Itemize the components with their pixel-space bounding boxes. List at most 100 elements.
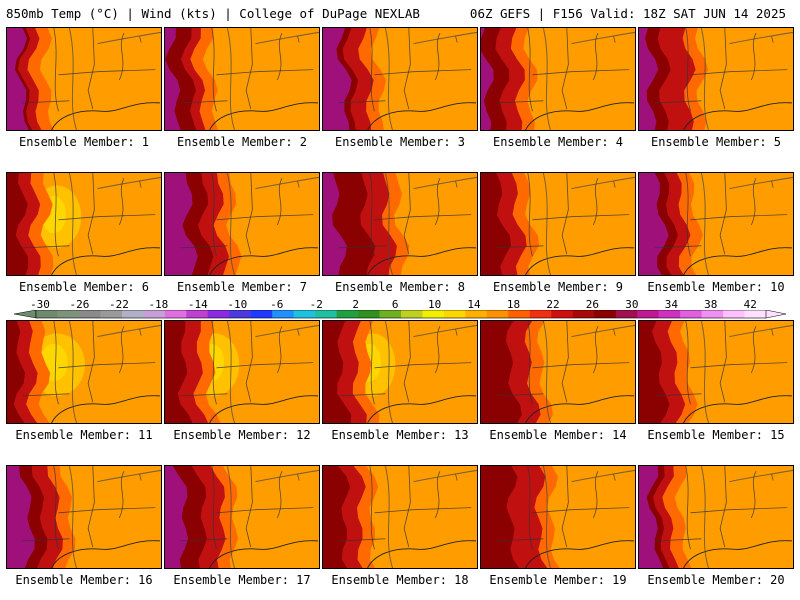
- ensemble-member-panel: Ensemble Member: 4: [480, 27, 636, 149]
- colorbar-swatch: [36, 310, 58, 318]
- colorbar-swatch: [486, 310, 509, 318]
- colorbar-tick-label: -2: [309, 298, 323, 311]
- colorbar-left-arrow: [13, 310, 37, 319]
- model-run-info: 06Z GEFS | F156 Valid: 18Z SAT JUN 14 20…: [469, 6, 786, 21]
- colorbar-tick-label: 22: [546, 298, 560, 311]
- colorbar-tick-label: 14: [467, 298, 481, 311]
- ensemble-member-panel: Ensemble Member: 18: [322, 465, 478, 587]
- ensemble-member-label: Ensemble Member: 3: [334, 135, 466, 149]
- colorbar-tick-label: -18: [148, 298, 169, 311]
- ensemble-member-label: Ensemble Member: 20: [647, 573, 785, 587]
- ensemble-member-panel: Ensemble Member: 20: [638, 465, 794, 587]
- ensemble-member-panel: Ensemble Member: 6: [6, 172, 162, 294]
- ensemble-member-panel: Ensemble Member: 8: [322, 172, 478, 294]
- temperature-map: [480, 320, 636, 424]
- temperature-map: [480, 27, 636, 131]
- ensemble-member-label: Ensemble Member: 9: [492, 280, 624, 294]
- colorbar-tick-label: -22: [108, 298, 129, 311]
- colorbar-swatch: [658, 310, 681, 318]
- colorbar-tick-label: 18: [506, 298, 521, 311]
- ensemble-member-panel: Ensemble Member: 1: [6, 27, 162, 149]
- temperature-map: [322, 27, 478, 131]
- colorbar-swatch: [529, 310, 552, 318]
- ensemble-member-panel: Ensemble Member: 9: [480, 172, 636, 294]
- colorbar-swatch: [723, 310, 746, 318]
- colorbar-swatch: [701, 310, 724, 318]
- colorbar-swatch: [443, 310, 466, 318]
- colorbar-right-arrow: [765, 310, 787, 319]
- colorbar-swatch: [637, 310, 660, 318]
- colorbar-tick-label: 26: [585, 298, 600, 311]
- colorbar-swatch: [78, 310, 101, 318]
- colorbar-tick-label: -6: [270, 298, 284, 311]
- colorbar-tick-label: 10: [427, 298, 442, 311]
- ensemble-member-panel: Ensemble Member: 2: [164, 27, 320, 149]
- colorbar-swatch: [744, 310, 767, 318]
- colorbar-tick-label: 2: [352, 298, 359, 311]
- colorbar-swatch: [121, 310, 144, 318]
- colorbar-swatch: [336, 310, 359, 318]
- colorbar-tick-label: -14: [187, 298, 208, 311]
- ensemble-member-label: Ensemble Member: 8: [334, 280, 466, 294]
- ensemble-member-label: Ensemble Member: 6: [18, 280, 150, 294]
- temperature-map: [480, 172, 636, 276]
- temperature-map: [164, 172, 320, 276]
- colorbar-swatch: [250, 310, 273, 318]
- colorbar-swatch: [379, 310, 402, 318]
- ensemble-member-label: Ensemble Member: 4: [492, 135, 624, 149]
- ensemble-member-label: Ensemble Member: 10: [647, 280, 785, 294]
- temperature-map: [322, 172, 478, 276]
- colorbar-swatch: [615, 310, 638, 318]
- ensemble-member-label: Ensemble Member: 11: [15, 428, 153, 442]
- colorbar-swatch: [100, 310, 123, 318]
- colorbar-swatch: [422, 310, 445, 318]
- temperature-map: [638, 320, 794, 424]
- colorbar-swatch: [401, 310, 423, 318]
- ensemble-member-label: Ensemble Member: 2: [176, 135, 308, 149]
- ensemble-member-panel: Ensemble Member: 10: [638, 172, 794, 294]
- colorbar-swatch: [186, 310, 209, 318]
- chart-title: 850mb Temp (°C) | Wind (kts) | College o…: [6, 6, 420, 21]
- ensemble-member-panel: Ensemble Member: 3: [322, 27, 478, 149]
- colorbar-swatch: [572, 310, 595, 318]
- ensemble-member-panel: Ensemble Member: 7: [164, 172, 320, 294]
- temperature-map: [164, 320, 320, 424]
- colorbar-swatch: [57, 310, 80, 318]
- ensemble-member-label: Ensemble Member: 17: [173, 573, 311, 587]
- temperature-map: [638, 27, 794, 131]
- colorbar-tick-label: 42: [743, 298, 757, 311]
- colorbar-tick-label: 30: [625, 298, 639, 311]
- ensemble-member-label: Ensemble Member: 1: [18, 135, 150, 149]
- colorbar-swatch: [315, 310, 338, 318]
- temperature-colorbar: [13, 310, 787, 319]
- colorbar-labels: -30 -26 -22 -18 -14 -10 -6 -2 2 6 10 14 18 22 26 30 34 38…: [0, 298, 800, 311]
- temperature-map: [6, 320, 162, 424]
- colorbar-swatch: [143, 310, 166, 318]
- colorbar-swatch: [594, 310, 617, 318]
- ensemble-member-label: Ensemble Member: 14: [489, 428, 627, 442]
- colorbar-swatch: [229, 310, 252, 318]
- ensemble-member-label: Ensemble Member: 13: [331, 428, 469, 442]
- temperature-map: [164, 465, 320, 569]
- colorbar-swatch: [465, 310, 488, 318]
- ensemble-member-label: Ensemble Member: 7: [176, 280, 308, 294]
- temperature-map: [6, 27, 162, 131]
- colorbar-swatch: [207, 310, 230, 318]
- temperature-map: [638, 465, 794, 569]
- ensemble-member-panel: Ensemble Member: 13: [322, 320, 478, 442]
- colorbar-tick-label: 6: [391, 298, 399, 311]
- ensemble-member-panel: Ensemble Member: 5: [638, 27, 794, 149]
- colorbar-tick-label: -26: [69, 298, 90, 311]
- ensemble-member-label: Ensemble Member: 5: [650, 135, 782, 149]
- ensemble-member-panel: Ensemble Member: 11: [6, 320, 162, 442]
- colorbar-swatch: [164, 310, 187, 318]
- colorbar-tick-label: 38: [704, 298, 718, 311]
- temperature-map: [638, 172, 794, 276]
- ensemble-member-panel: Ensemble Member: 16: [6, 465, 162, 587]
- colorbar-tick-label: 34: [664, 298, 678, 311]
- ensemble-member-panel: Ensemble Member: 14: [480, 320, 636, 442]
- temperature-map: [480, 465, 636, 569]
- ensemble-member-label: Ensemble Member: 12: [173, 428, 311, 442]
- colorbar-swatch: [680, 310, 703, 318]
- ensemble-member-label: Ensemble Member: 18: [331, 573, 469, 587]
